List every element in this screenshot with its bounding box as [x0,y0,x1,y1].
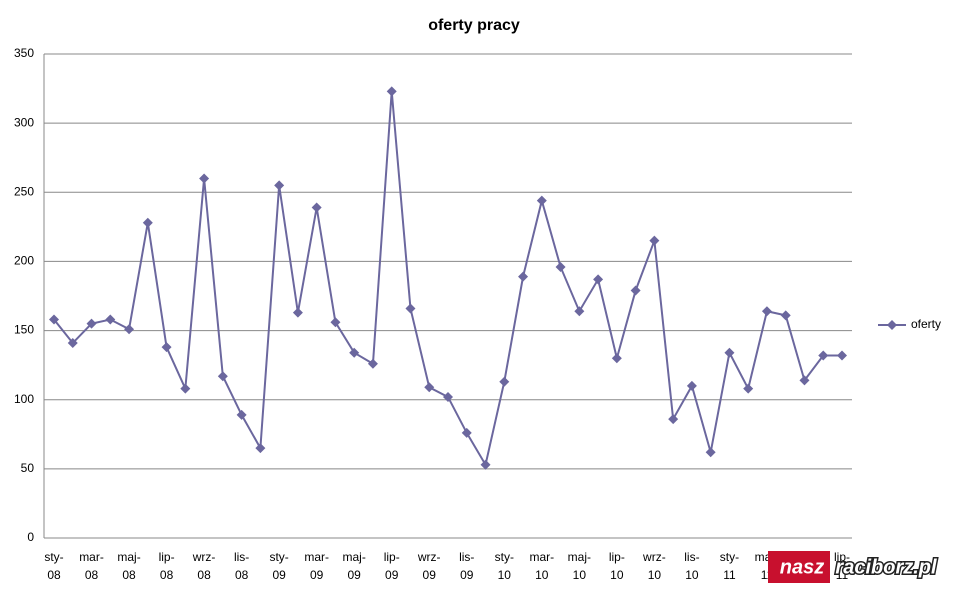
legend-item: oferty [878,317,941,331]
point [180,383,191,394]
legend-marker [887,320,897,330]
x-tick-label: sty-08 [44,550,63,582]
point [49,314,59,325]
point [743,383,754,394]
y-tick-label: 350 [14,46,34,60]
y-tick-label: 250 [14,184,34,198]
point [217,371,228,382]
point [424,382,435,393]
point [255,443,266,454]
point [480,459,491,470]
point [86,318,97,329]
point [536,195,547,206]
watermark: nasz raciborz.pl [768,551,939,583]
x-tick-label: wrz-09 [417,550,441,582]
y-tick-label: 300 [14,115,34,129]
y-tick-label: 0 [27,530,34,544]
point [630,285,641,296]
point [142,217,153,228]
point [837,350,847,361]
point [311,202,322,213]
point [236,409,247,420]
point [330,317,341,328]
x-tick-label: mar-09 [304,550,329,582]
y-tick-label: 50 [21,461,35,475]
x-tick-label: lis-09 [459,550,474,582]
point [649,235,660,246]
watermark-box [768,551,830,583]
point [780,310,791,321]
point [499,376,510,387]
x-tick-label: sty-11 [720,550,739,582]
x-tick-label: lip-10 [609,550,625,582]
x-tick-label: lip-09 [384,550,400,582]
x-tick-label: sty-10 [495,550,514,582]
x-tick-label: lip-08 [159,550,175,582]
x-tick-label: wrz-10 [642,550,666,582]
series-line [53,91,842,468]
x-tick-label: mar-10 [529,550,554,582]
point [611,353,622,364]
point [593,274,604,285]
point [349,347,360,358]
y-tick-label: 150 [14,323,34,337]
y-tick-label: 100 [14,392,34,406]
point [405,303,416,314]
point [67,338,78,349]
x-tick-label: maj-10 [568,550,591,582]
point [518,271,529,282]
x-tick-label: lis-08 [234,550,249,582]
point [274,180,285,191]
point [668,414,679,425]
point [443,391,453,402]
point [292,307,303,318]
legend-label: oferty [911,317,941,331]
point [367,358,378,369]
point [686,380,697,391]
watermark-left: nasz [780,556,824,578]
point [724,347,735,358]
point [161,342,172,353]
point [461,427,472,438]
x-tick-label: maj-09 [343,550,366,582]
chart-title: oferty pracy [428,17,520,34]
x-tick-label: sty-09 [269,550,288,582]
point [705,447,716,458]
point [105,314,116,325]
point [799,375,810,386]
x-tick-label: mar-08 [79,550,104,582]
point [555,261,566,272]
x-tick-label: lis-10 [684,550,699,582]
x-tick-label: maj-08 [117,550,140,582]
point [199,173,210,184]
point [818,350,829,361]
point [574,306,585,317]
watermark-right: raciborz.pl [835,556,937,578]
point [761,306,772,317]
point [386,86,397,97]
x-tick-label: lip-11 [834,550,850,582]
point [124,324,135,335]
y-tick-label: 200 [14,254,34,268]
x-tick-label: wrz-08 [192,550,216,582]
